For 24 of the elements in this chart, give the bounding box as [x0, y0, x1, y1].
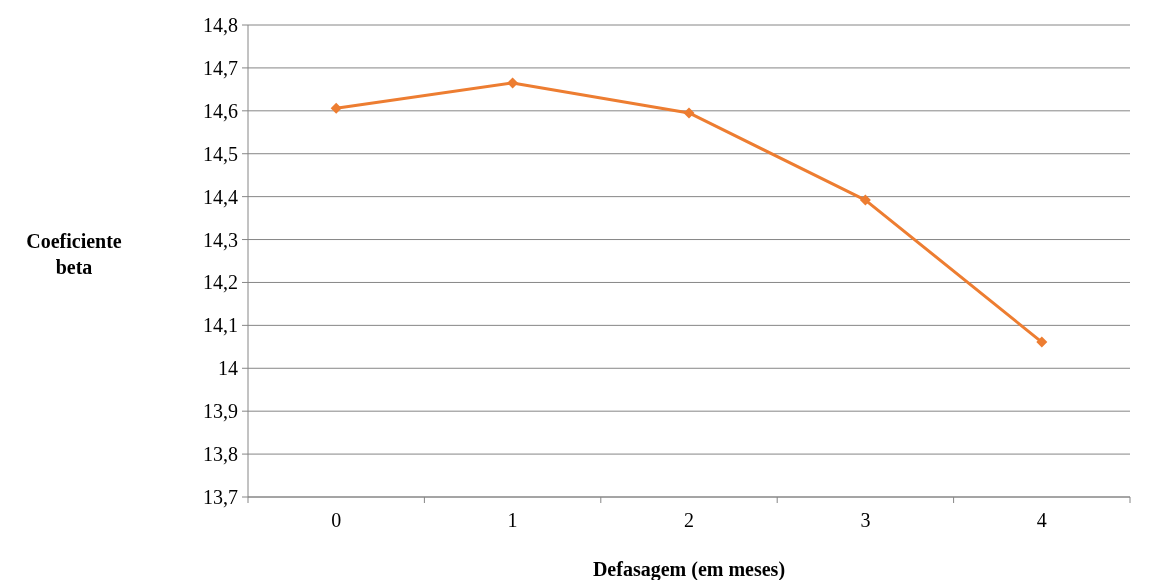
y-axis-title: Coeficiente beta	[26, 230, 122, 278]
y-tick-label: 14,8	[203, 14, 238, 36]
x-tick-label: 2	[684, 509, 694, 531]
point	[859, 194, 871, 206]
x-tick-label: 4	[1036, 509, 1047, 531]
point	[507, 77, 519, 89]
x-tick-label: 3	[860, 509, 871, 531]
y-tick-label: 14,7	[203, 56, 238, 79]
y-tick-label: 14,2	[203, 271, 238, 294]
y-tick-label: 13,8	[203, 443, 238, 466]
y-tick-label: 14,4	[203, 185, 238, 208]
y-tick-label: 14,3	[203, 228, 238, 251]
y-tick-label: 14	[218, 357, 238, 380]
point	[683, 107, 695, 119]
x-axis-title: Defasagem (em meses)	[592, 558, 786, 580]
point	[330, 102, 342, 114]
y-tick-label: 13,7	[203, 486, 238, 508]
y-tick-label: 14,1	[203, 314, 238, 337]
y-tick-label: 14,5	[203, 142, 238, 165]
y-tick-label: 14,6	[203, 99, 238, 122]
point	[1036, 336, 1048, 348]
x-tick-label: 1	[507, 509, 518, 531]
x-tick-label: 0	[331, 509, 342, 531]
y-tick-label: 13,9	[203, 400, 238, 423]
